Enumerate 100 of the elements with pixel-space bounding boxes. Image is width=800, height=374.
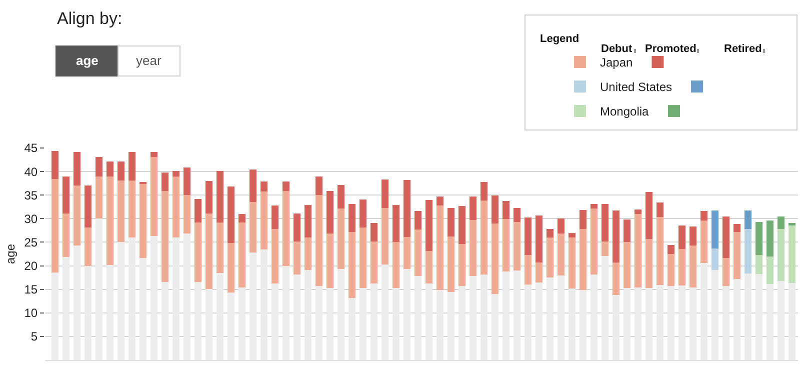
bar (271, 205, 278, 230)
bar (766, 284, 774, 360)
bar (62, 256, 70, 360)
y-axis-title: age (4, 244, 18, 264)
bar (414, 276, 422, 360)
bar (755, 274, 762, 360)
bar (326, 233, 334, 288)
bar (777, 280, 784, 360)
bar (62, 176, 70, 214)
text: Align by: (57, 9, 122, 28)
bar (480, 274, 488, 360)
text: Retired (724, 43, 762, 55)
y-tick-label: 25 (24, 235, 38, 250)
bar (700, 262, 708, 360)
bar (84, 228, 92, 266)
bar (392, 205, 400, 242)
bar (282, 266, 290, 360)
bar (612, 294, 620, 360)
bar (370, 284, 378, 360)
bar (722, 258, 730, 286)
bar (469, 196, 476, 220)
bar (689, 246, 696, 288)
bar (172, 238, 180, 360)
bar (370, 241, 378, 284)
bar (656, 202, 664, 217)
bar (381, 264, 388, 360)
bar (161, 172, 168, 191)
bar (359, 228, 366, 288)
bar (546, 278, 554, 360)
bar (590, 274, 598, 360)
bar (260, 181, 268, 192)
y-tick-label: 15 (24, 282, 38, 297)
bar (601, 204, 608, 242)
bar (128, 238, 136, 360)
bar (502, 271, 510, 360)
bar (722, 286, 730, 360)
bar (524, 218, 532, 255)
bar (744, 273, 752, 360)
bar (546, 229, 554, 238)
bar (766, 256, 774, 284)
bar (304, 270, 312, 360)
legend-label: Mongolia (600, 104, 650, 119)
bar (260, 191, 268, 250)
bar (700, 211, 708, 221)
bar (678, 286, 686, 360)
bar (777, 216, 784, 230)
bar (535, 282, 542, 360)
bar (117, 242, 124, 360)
bar (788, 283, 796, 360)
bar (73, 152, 80, 186)
bar (238, 287, 246, 360)
legend-label: Japan (600, 56, 633, 70)
bar (623, 220, 630, 242)
bar (194, 198, 202, 222)
bar (403, 237, 410, 270)
bar (667, 286, 674, 360)
bar (502, 219, 510, 272)
y-tick-label: 5 (30, 330, 38, 344)
bar (326, 190, 334, 234)
y-tick-label: 35 (24, 188, 38, 202)
bar (392, 288, 400, 360)
bar (73, 246, 80, 360)
bar (139, 183, 146, 258)
bar (480, 200, 488, 274)
bar (326, 288, 334, 360)
bar (535, 262, 542, 283)
bar (744, 210, 752, 230)
bar (777, 229, 784, 281)
bar (271, 229, 278, 284)
bar (634, 210, 642, 214)
bar (469, 276, 476, 360)
bar (150, 156, 158, 236)
bar (711, 210, 718, 248)
text: year (136, 53, 162, 68)
bar (315, 195, 322, 286)
bar (95, 156, 102, 176)
bar (601, 256, 608, 360)
bar (557, 218, 564, 234)
bar (535, 215, 542, 262)
bar (216, 272, 224, 360)
legend-title: Legend (540, 33, 580, 45)
bar (447, 236, 454, 292)
y-tick-label: 10 (24, 306, 38, 320)
bar (645, 288, 652, 360)
bar (568, 232, 576, 238)
bar (381, 208, 388, 264)
bar (106, 162, 114, 176)
bar (84, 186, 92, 228)
bar (238, 214, 246, 222)
bar (282, 181, 290, 191)
bar (700, 220, 708, 263)
bar (293, 274, 300, 360)
bar (337, 208, 344, 270)
bar (689, 226, 696, 246)
bar (150, 152, 158, 157)
bar (755, 222, 762, 255)
bar (84, 266, 92, 360)
bar (227, 292, 234, 360)
bar (579, 229, 586, 290)
bar (359, 199, 366, 228)
